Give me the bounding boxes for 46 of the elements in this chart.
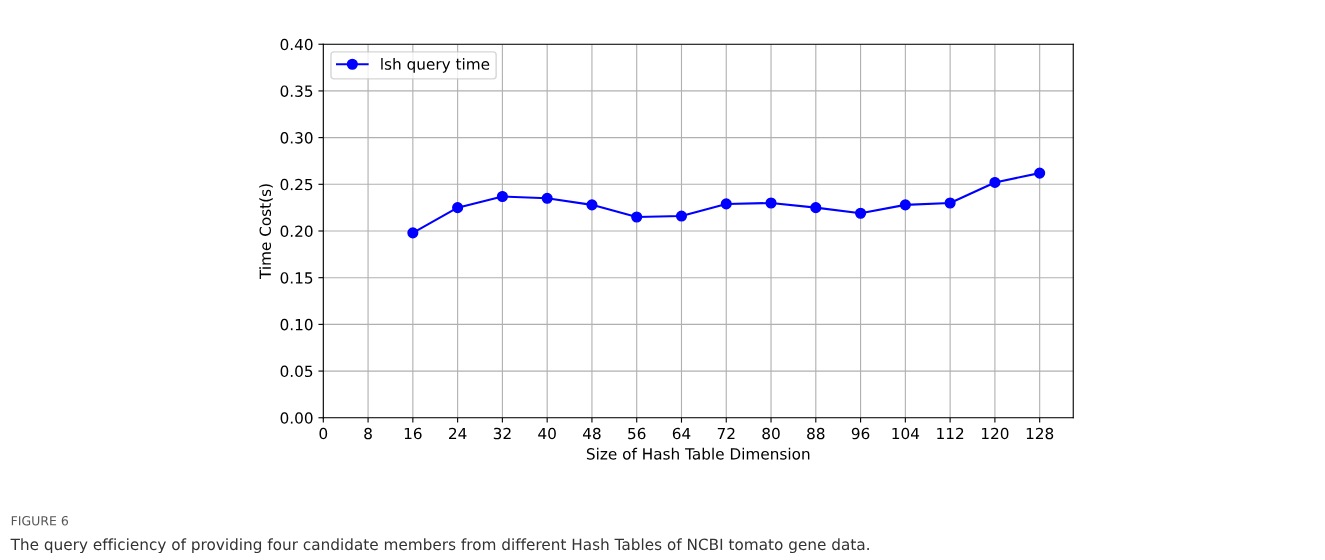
y-tick-label: 0.20 — [280, 225, 313, 238]
x-tick-label: 112 — [937, 427, 964, 440]
x-tick-label: 88 — [807, 427, 825, 440]
y-tick-label: 0.30 — [280, 132, 313, 144]
caption: FIGURE 6 — [11, 516, 69, 526]
point — [810, 202, 822, 214]
text: The query efficiency of providing four candidate members from different Hash Tables of NCBI tomato gene data. — [10, 538, 869, 554]
x-axis-title: Size of Hash Table Dimension — [586, 447, 810, 460]
x-tick-label: 16 — [404, 427, 422, 440]
x-tick-label: 72 — [717, 427, 735, 440]
point — [631, 211, 643, 223]
legend-label: lsh query time — [381, 57, 490, 73]
x-tick-label: 96 — [851, 427, 870, 440]
point — [720, 198, 732, 210]
y-tick-label: 0.00 — [280, 412, 313, 424]
point — [899, 199, 911, 211]
point — [944, 197, 956, 209]
point — [989, 176, 1001, 188]
x-tick-label: 32 — [493, 427, 511, 440]
x-tick-label: 40 — [538, 427, 556, 440]
x-tick-label: 120 — [981, 427, 1009, 440]
y-tick-label: 0.35 — [280, 85, 313, 97]
point — [855, 207, 867, 219]
point — [496, 190, 508, 203]
y-tick-label: 0.40 — [280, 38, 313, 51]
y-tick-label: 0.25 — [280, 178, 313, 191]
y-axis-title: Time Cost(s) — [259, 184, 273, 280]
x-tick-label: 0 — [319, 427, 328, 440]
y-tick-label: 0.05 — [280, 365, 313, 378]
point — [675, 210, 688, 222]
x-tick-label: 56 — [628, 427, 646, 440]
point — [765, 197, 777, 209]
x-tick-label: 80 — [762, 427, 780, 440]
point — [407, 227, 419, 239]
point — [452, 202, 464, 214]
point — [586, 199, 598, 211]
y-tick-label: 0.10 — [280, 318, 313, 331]
x-tick-label: 24 — [449, 427, 467, 440]
x-tick-label: 128 — [1026, 427, 1054, 440]
x-tick-label: 104 — [892, 427, 920, 440]
x-tick-label: 48 — [582, 427, 601, 440]
x-tick-label: 64 — [672, 427, 691, 440]
point — [541, 192, 553, 204]
point — [1034, 167, 1046, 179]
x-tick-label: 8 — [364, 427, 372, 440]
y-tick-label: 0.15 — [280, 272, 313, 284]
